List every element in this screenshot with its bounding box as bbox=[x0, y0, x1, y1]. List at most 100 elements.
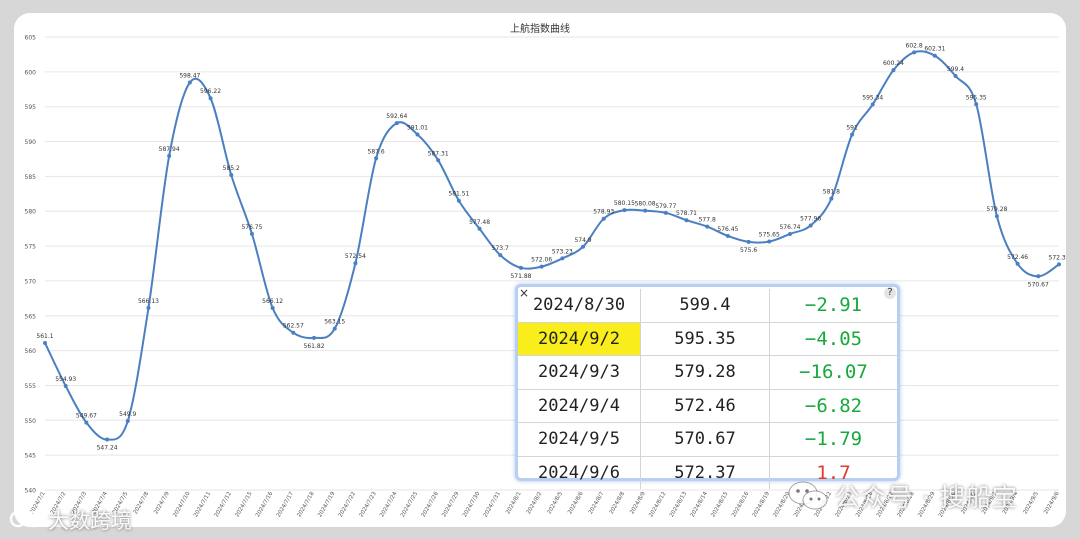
popup-cell-date: 2024/9/3 bbox=[518, 355, 641, 389]
data-label: 581.51 bbox=[448, 191, 469, 198]
data-label: 572.46 bbox=[1007, 254, 1028, 261]
data-label: 580.15 bbox=[614, 200, 635, 207]
popup-table: 2024/8/30 599.4 −2.91 2024/9/2 595.35 −4.05 20… bbox=[518, 289, 897, 489]
popup-row: 2024/9/3 579.28 −16.07 bbox=[518, 355, 897, 389]
data-point bbox=[643, 208, 648, 213]
data-label: 596.22 bbox=[200, 88, 221, 95]
x-tick-label: 2024/7/18 bbox=[296, 491, 316, 519]
data-label: 598.47 bbox=[179, 73, 200, 80]
popup-cell-change: 1.7 bbox=[769, 455, 897, 489]
data-label: 577.48 bbox=[469, 219, 490, 226]
data-label: 574.9 bbox=[574, 237, 591, 244]
watermark-left-text: 大数跨境 bbox=[48, 509, 132, 533]
x-tick-label: 2024/7/22 bbox=[338, 491, 357, 518]
data-label: 576.45 bbox=[717, 226, 738, 233]
data-label: 585.2 bbox=[223, 165, 240, 172]
data-point bbox=[746, 239, 751, 244]
data-label: 577.8 bbox=[699, 217, 716, 224]
x-tick-label: 2024/7/25 bbox=[400, 491, 420, 519]
x-tick-label: 2024/9/5 bbox=[1022, 491, 1040, 516]
x-tick-label: 2024/7/17 bbox=[276, 491, 296, 519]
data-point bbox=[415, 132, 420, 137]
x-tick-label: 2024/8/16 bbox=[731, 491, 751, 519]
x-tick-label: 2024/8/13 bbox=[669, 491, 689, 519]
data-point bbox=[850, 132, 855, 137]
data-point bbox=[353, 261, 358, 266]
watermark-left: 大数跨境 bbox=[8, 505, 132, 535]
x-tick-label: 2024/7/9 bbox=[153, 491, 171, 516]
data-point bbox=[84, 420, 89, 425]
popup-cell-date: 2024/9/5 bbox=[518, 422, 641, 456]
x-tick-label: 2024/8/12 bbox=[648, 491, 667, 518]
x-tick-label: 2024/8/6 bbox=[567, 491, 585, 516]
data-label: 579.77 bbox=[655, 203, 676, 210]
close-icon[interactable]: × bbox=[519, 286, 530, 300]
x-tick-label: 2024/7/8 bbox=[133, 491, 151, 516]
data-point bbox=[663, 210, 668, 215]
data-point bbox=[725, 233, 730, 238]
data-label: 561.1 bbox=[36, 333, 53, 340]
popup-cell-value: 599.4 bbox=[640, 289, 770, 322]
data-point bbox=[1015, 261, 1020, 266]
popup-cell-change: −2.91 bbox=[769, 289, 897, 322]
data-point bbox=[291, 330, 296, 335]
data-label: 587.31 bbox=[428, 150, 449, 157]
x-tick-label: 2024/7/11 bbox=[193, 491, 212, 518]
popup-cell-value: 570.67 bbox=[640, 422, 770, 456]
y-tick-label: 565 bbox=[25, 313, 37, 320]
data-label: 580.08 bbox=[635, 201, 656, 208]
data-point bbox=[105, 437, 110, 442]
data-point bbox=[1057, 262, 1061, 267]
x-tick-label: 2024/8/9 bbox=[629, 491, 647, 516]
x-tick-label: 2024/7/23 bbox=[359, 491, 379, 519]
data-label: 581.8 bbox=[823, 189, 840, 196]
data-point bbox=[581, 244, 586, 249]
data-label: 602.31 bbox=[924, 46, 945, 53]
data-point bbox=[932, 53, 937, 58]
y-tick-label: 605 bbox=[25, 35, 37, 42]
x-tick-label: 2024/7/29 bbox=[441, 491, 461, 519]
data-point bbox=[374, 156, 379, 161]
x-tick-label: 2024/8/8 bbox=[609, 491, 627, 516]
data-point bbox=[870, 102, 875, 107]
data-point bbox=[539, 264, 544, 269]
y-tick-label: 600 bbox=[25, 69, 37, 76]
popup-cell-date: 2024/8/30 bbox=[532, 295, 626, 316]
data-label: 563.15 bbox=[324, 319, 345, 326]
data-label: 576.75 bbox=[241, 224, 262, 231]
data-point bbox=[229, 172, 234, 177]
y-tick-label: 590 bbox=[25, 139, 37, 146]
popup-cell-change: −6.82 bbox=[769, 388, 897, 423]
data-label: 573.23 bbox=[552, 248, 573, 255]
x-tick-label: 2024/7/15 bbox=[234, 491, 254, 519]
data-label: 566.12 bbox=[262, 298, 283, 305]
x-tick-label: 2024/7/19 bbox=[317, 491, 337, 519]
data-label: 575.6 bbox=[740, 247, 757, 254]
data-label: 554.93 bbox=[55, 376, 76, 383]
data-point bbox=[125, 419, 130, 424]
data-label: 572.54 bbox=[345, 253, 366, 260]
data-label: 595.34 bbox=[862, 94, 883, 101]
x-tick-label: 2024/8/1 bbox=[505, 491, 523, 515]
popup-cell-date: 2024/9/4 bbox=[518, 388, 641, 423]
x-tick-label: 2024/8/7 bbox=[588, 491, 606, 516]
data-point bbox=[208, 96, 213, 101]
popup-cell-date: 2024/9/6 bbox=[518, 455, 641, 489]
data-point bbox=[63, 383, 68, 388]
data-point bbox=[43, 340, 47, 345]
popup-row: 2024/9/5 570.67 −1.79 bbox=[518, 422, 897, 456]
y-tick-label: 580 bbox=[25, 209, 37, 216]
data-point bbox=[787, 231, 792, 236]
data-point bbox=[394, 121, 399, 126]
data-point bbox=[270, 305, 275, 310]
data-label: 591.01 bbox=[407, 124, 428, 131]
x-tick-label: 2024/7/12 bbox=[214, 491, 233, 518]
popup-cell-value: 595.35 bbox=[640, 321, 770, 356]
help-icon[interactable]: ? bbox=[884, 287, 896, 299]
data-popup: × ? 2024/8/30 599.4 −2.91 2024/9/2 595.35 −4.… bbox=[515, 284, 900, 489]
data-point bbox=[912, 50, 917, 55]
y-tick-label: 570 bbox=[25, 278, 37, 285]
popup-row: 2024/9/6 572.37 1.7 bbox=[518, 455, 897, 489]
data-point bbox=[498, 253, 503, 258]
brand-logo-icon bbox=[9, 510, 42, 528]
